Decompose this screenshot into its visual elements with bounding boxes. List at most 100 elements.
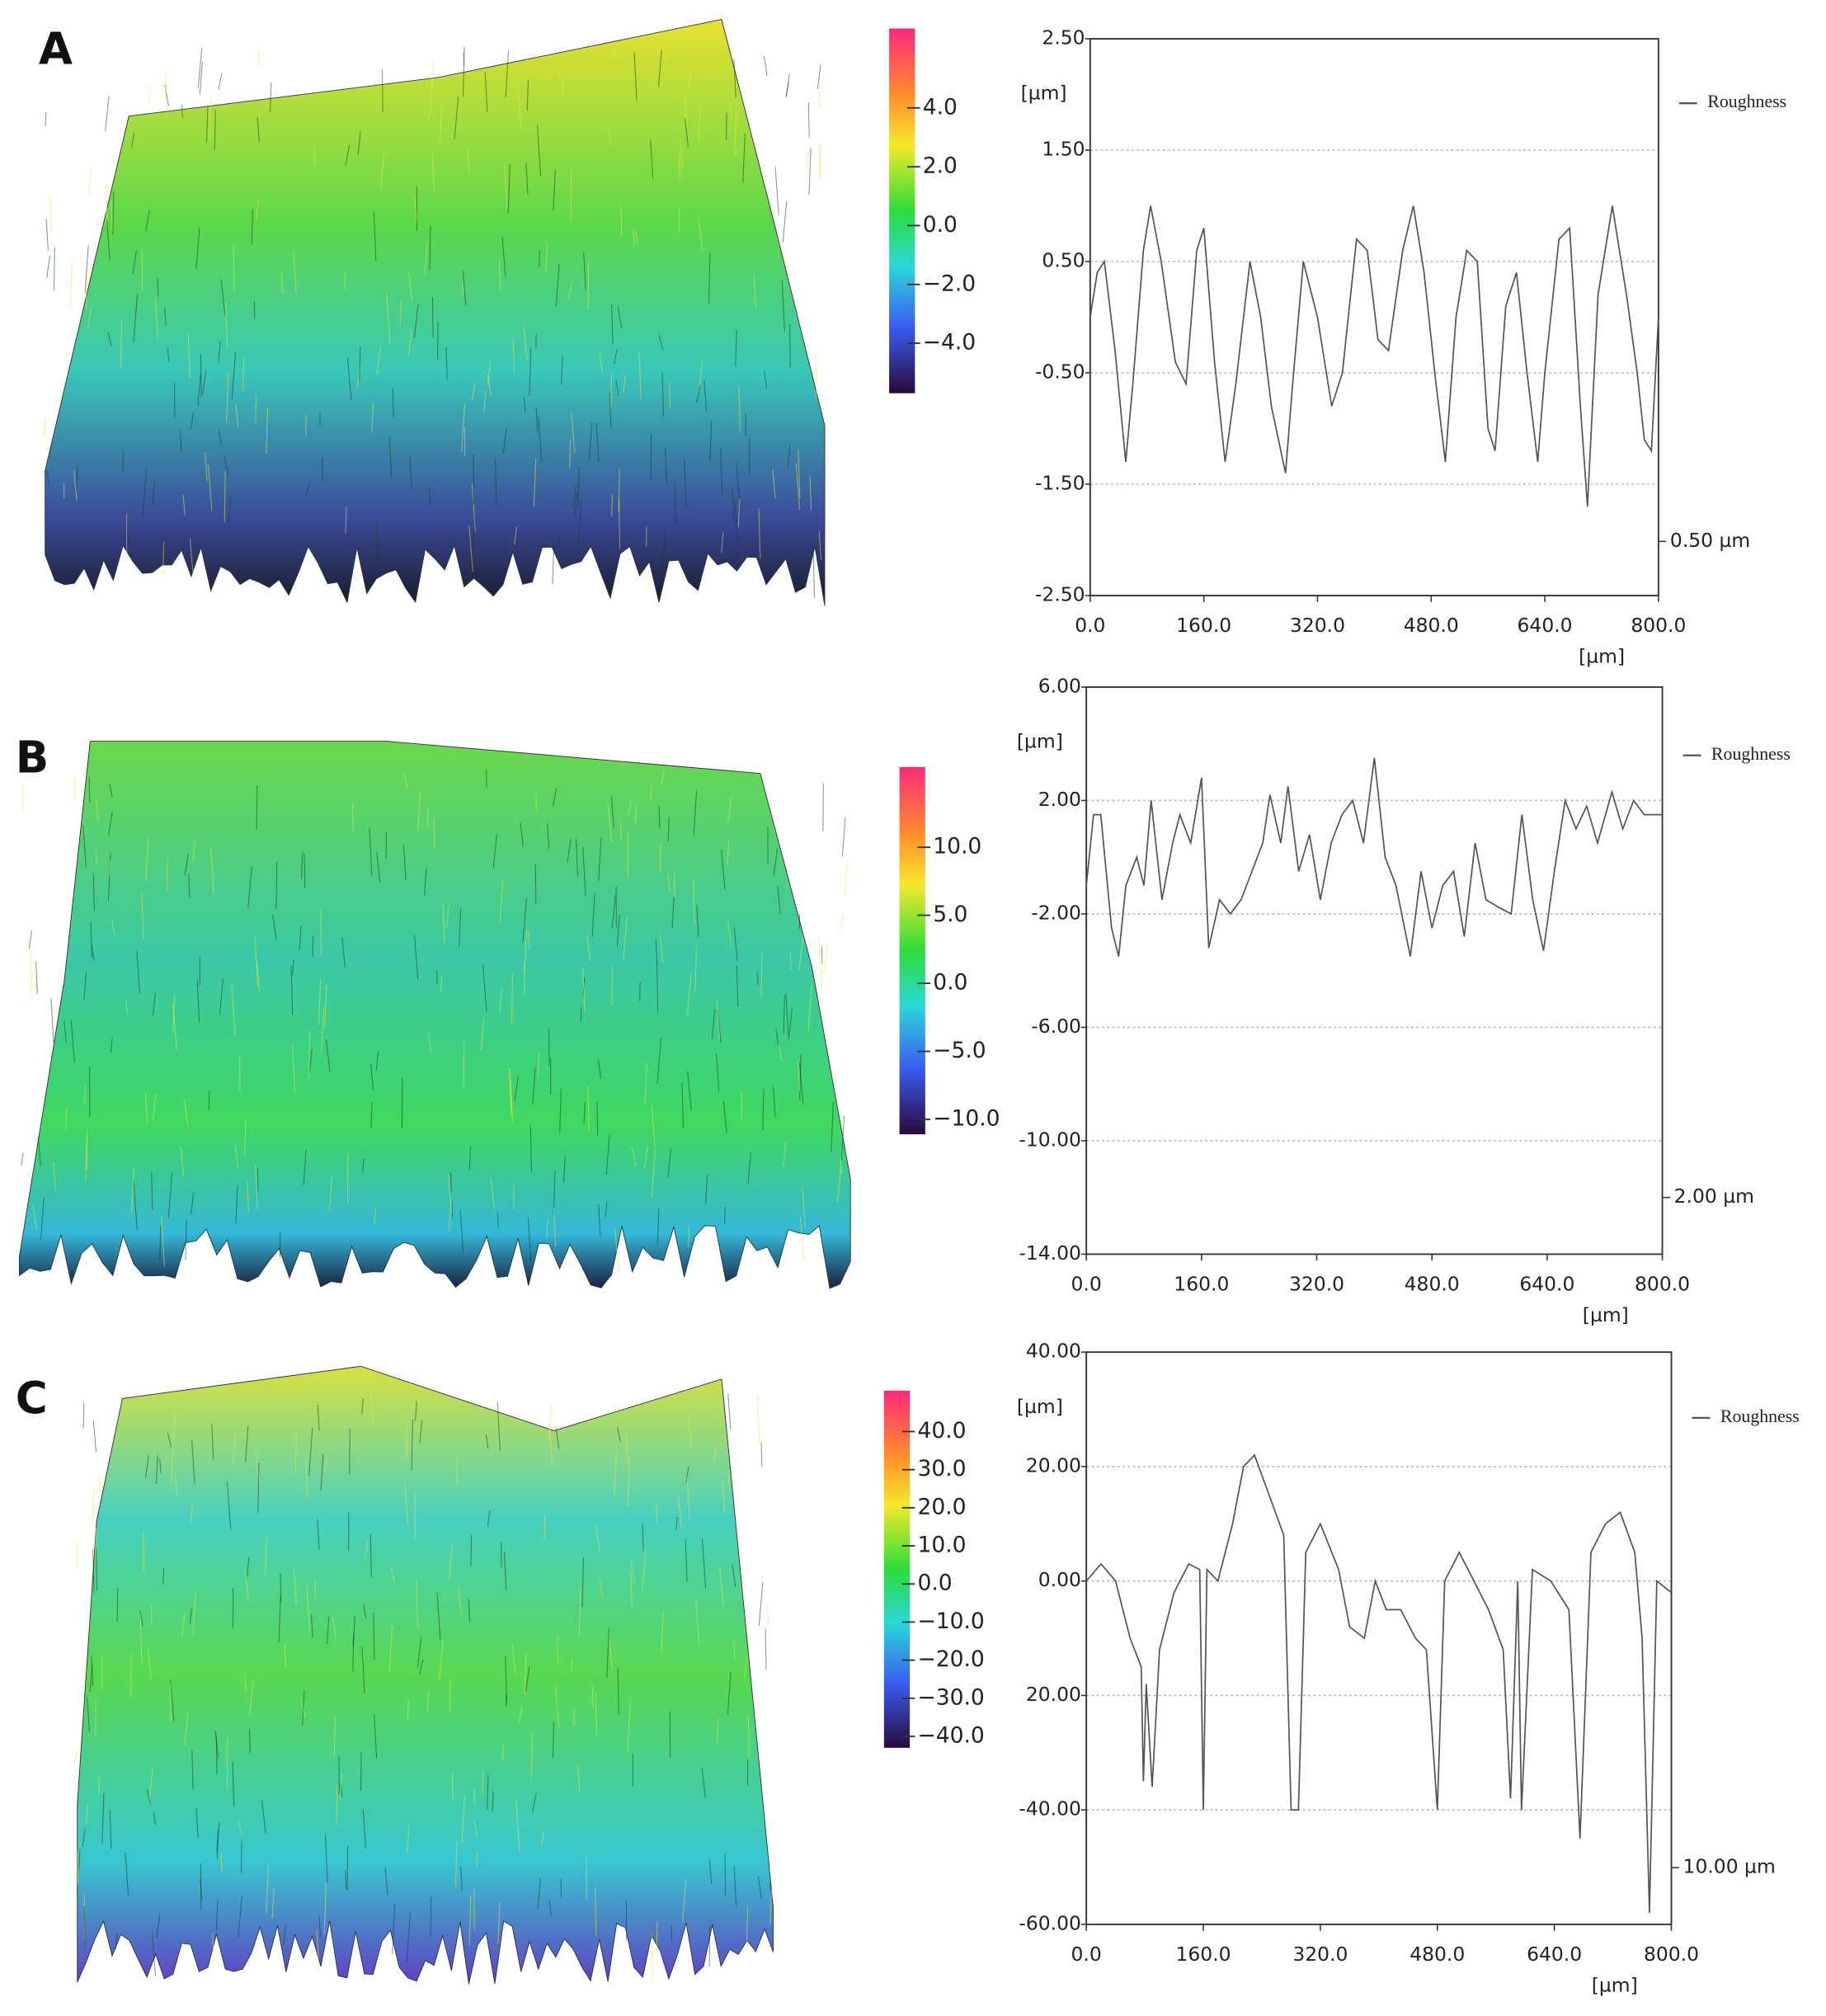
surface-texture	[324, 1834, 328, 1884]
surface-texture	[598, 836, 602, 882]
surface-texture	[609, 393, 612, 429]
surface-texture	[90, 922, 93, 958]
surface-texture	[403, 771, 408, 790]
colorbar-tick-label: −2.0	[923, 271, 976, 296]
surface-texture	[555, 263, 560, 307]
annotation: 10.00 µm	[1683, 1855, 1776, 1878]
surface-texture	[419, 1420, 423, 1444]
surface-texture	[454, 1842, 458, 1887]
surface-texture	[231, 351, 237, 400]
surface-texture	[220, 1853, 223, 1872]
surface-texture	[362, 1158, 365, 1173]
surface-texture	[449, 1544, 454, 1580]
surface-texture	[606, 1628, 609, 1679]
surface-texture	[684, 459, 687, 510]
surface-texture	[365, 1542, 369, 1558]
surface-texture	[555, 1428, 560, 1449]
surface-texture	[696, 904, 699, 937]
surface-texture	[94, 1527, 97, 1564]
surface-texture	[357, 131, 361, 155]
surface-texture	[332, 1616, 336, 1639]
surface-texture	[360, 1752, 362, 1792]
surface-texture	[323, 1883, 327, 1934]
surface-texture	[272, 914, 277, 940]
surface-texture	[159, 1458, 162, 1473]
surface-texture	[343, 272, 346, 292]
surface-texture	[448, 1191, 453, 1232]
y-tick-label: 2.00	[1038, 788, 1081, 811]
y-tick-label: 0.00	[1038, 1568, 1081, 1591]
surface-texture	[587, 1086, 590, 1132]
surface-texture	[153, 1811, 157, 1825]
surface-texture	[708, 252, 711, 304]
colorbar-tick-label: 0.0	[917, 1571, 952, 1596]
surface-texture	[228, 494, 232, 522]
surface-texture	[413, 304, 419, 338]
surface-texture	[317, 1405, 320, 1431]
surface-texture	[815, 355, 817, 399]
surface-texture	[454, 97, 459, 139]
surface-texture	[327, 1616, 330, 1645]
surface-texture	[658, 49, 662, 87]
surface-texture	[540, 1830, 545, 1847]
surface-texture	[21, 784, 24, 811]
surface-texture	[439, 107, 443, 144]
surface-texture	[256, 961, 261, 994]
surface-texture	[429, 225, 431, 270]
x-axis-label: [µm]	[1592, 1973, 1638, 1996]
surface-texture	[608, 1632, 613, 1670]
surface-texture	[232, 1432, 237, 1465]
surface-texture	[595, 1692, 598, 1736]
x-tick-label: 320.0	[1290, 614, 1345, 637]
surface-texture	[471, 483, 476, 532]
surface-texture	[101, 1792, 105, 1844]
surface-texture	[292, 959, 294, 976]
surface-texture	[642, 1524, 644, 1552]
surface-texture	[674, 481, 676, 524]
surface-texture	[376, 346, 382, 374]
surface-texture	[569, 439, 572, 469]
surface-texture	[650, 434, 652, 481]
surface-texture	[497, 1902, 501, 1943]
surface-texture	[361, 1646, 365, 1693]
surface-texture	[199, 61, 204, 95]
surface-texture	[627, 1458, 631, 1507]
x-tick-label: 640.0	[1518, 614, 1573, 637]
surface-texture	[95, 798, 99, 822]
plot-frame	[1085, 1351, 1673, 1925]
surface-texture	[532, 1067, 536, 1105]
surface-texture	[257, 50, 261, 67]
surface-texture	[720, 447, 723, 496]
legend-label: Roughness	[1720, 1406, 1800, 1426]
legend-label: Roughness	[1707, 92, 1786, 111]
surface-texture	[498, 259, 501, 293]
surface-texture	[649, 784, 653, 802]
surface	[77, 1365, 774, 1985]
surface-texture	[402, 844, 407, 881]
surface-texture	[529, 1125, 532, 1172]
surface-texture	[73, 470, 78, 501]
surface-texture	[369, 827, 373, 876]
surface-texture	[76, 1541, 78, 1566]
surface-texture	[778, 1043, 783, 1062]
surface-texture	[787, 445, 791, 469]
surface-texture	[492, 1791, 494, 1812]
surface-texture	[610, 796, 614, 828]
x-tick-label: 480.0	[1405, 1272, 1460, 1295]
surface-texture	[85, 1804, 89, 1825]
surface-texture	[545, 243, 548, 272]
surface-texture	[683, 93, 688, 125]
surface-texture	[161, 1216, 166, 1268]
surface-texture	[728, 101, 732, 118]
surface-texture	[266, 1866, 269, 1915]
surface-texture	[735, 329, 737, 367]
surface-texture	[769, 1879, 774, 1924]
surface-texture	[374, 1208, 377, 1225]
surface-texture	[502, 427, 507, 454]
surface-texture	[235, 403, 239, 428]
surface-texture	[305, 414, 307, 436]
surface-texture	[633, 229, 636, 247]
y-tick-label: -0.50	[1035, 360, 1085, 384]
surface-texture	[280, 271, 284, 294]
